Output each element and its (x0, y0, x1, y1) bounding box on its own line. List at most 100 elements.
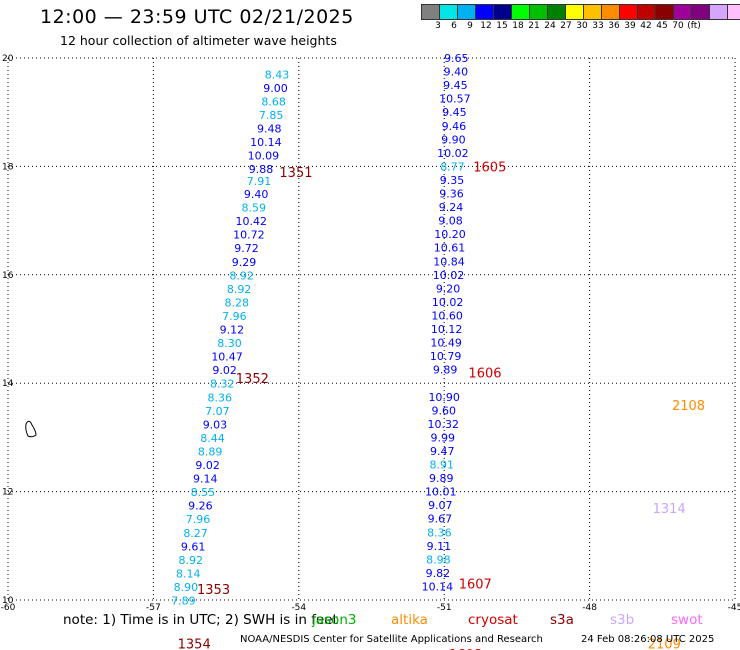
y-tick-label: 16 (2, 271, 14, 281)
wave-height-value: 9.14 (193, 473, 218, 486)
wave-height-value: 9.36 (439, 188, 464, 201)
wave-height-value: 9.89 (433, 364, 458, 377)
wave-height-value: 7.85 (259, 109, 284, 122)
wave-height-value: 9.29 (232, 256, 257, 269)
wave-height-value: 8.36 (427, 526, 452, 539)
wave-height-value: 9.89 (429, 472, 454, 485)
colorbar-label: 27 (560, 21, 572, 31)
colorbar-label: 70 (672, 21, 684, 31)
y-tick-label: 14 (2, 379, 14, 389)
y-tick-label: 12 (2, 488, 13, 498)
x-tick-label: -54 (291, 603, 306, 613)
page-title: 12:00 — 23:59 UTC 02/21/2025 (40, 6, 354, 28)
wave-height-value: 9.40 (444, 66, 469, 79)
wave-height-value: 10.02 (433, 269, 465, 282)
wave-height-value: 10.61 (434, 242, 466, 255)
colorbar-label: 36 (608, 21, 620, 31)
footer-note: note: 1) Time is in UTC; 2) SWH is in fe… (63, 612, 338, 628)
colorbar-label: 12 (480, 21, 492, 31)
wave-height-value: 9.65 (444, 52, 469, 65)
wave-height-value: 9.82 (426, 567, 451, 580)
wave-height-value: 9.99 (430, 431, 455, 444)
colorbar-label: 42 (640, 21, 652, 31)
wave-height-value: 10.32 (427, 418, 459, 431)
wave-height-value: 10.01 (425, 486, 457, 499)
wave-height-value: 10.14 (422, 580, 454, 593)
wave-height-value: 8.98 (426, 553, 451, 566)
wave-height-value: 9.24 (439, 201, 464, 214)
colorbar-label: (ft) (687, 21, 701, 31)
pass-number-label: 1608 (449, 648, 482, 650)
wave-height-value: 8.36 (208, 391, 233, 404)
colorbar-label: 18 (512, 21, 524, 31)
wave-height-value: 10.90 (428, 391, 460, 404)
wave-height-value: 9.08 (438, 215, 463, 228)
wave-height-value: 9.46 (442, 120, 467, 133)
wave-height-value: 9.60 (431, 404, 456, 417)
wave-height-value: 9.72 (234, 242, 259, 255)
y-tick-label: 18 (2, 162, 14, 172)
wave-height-value: 9.03 (203, 418, 228, 431)
pass-number-label: 1352 (236, 372, 269, 387)
colorbar-label: 6 (451, 21, 457, 31)
pass-number-label: 1605 (473, 160, 506, 175)
pass-number-label: 1314 (653, 502, 686, 517)
wave-height-value: 9.40 (244, 188, 269, 201)
wave-height-colorbar (421, 4, 740, 20)
wave-height-value: 9.48 (257, 122, 282, 135)
wave-height-value: 8.90 (174, 581, 199, 594)
wave-height-value: 8.44 (200, 432, 225, 445)
wave-height-value: 7.89 (171, 595, 196, 608)
wave-height-value: 9.88 (249, 163, 274, 176)
pass-number-label: 1354 (178, 637, 211, 650)
colorbar-label: 3 (435, 21, 441, 31)
wave-height-value: 8.91 (430, 459, 455, 472)
wave-height-value: 9.11 (427, 540, 452, 553)
page-subtitle: 12 hour collection of altimeter wave hei… (60, 33, 337, 48)
sat-legend-altika: altika (391, 612, 428, 628)
wave-height-value: 8.14 (176, 567, 201, 580)
wave-height-value: 9.07 (428, 499, 453, 512)
wave-height-value: 10.12 (431, 323, 463, 336)
sat-legend-s3b: s3b (610, 612, 635, 628)
wave-height-value: 9.12 (220, 324, 245, 337)
island-outline (25, 420, 37, 438)
wave-height-value: 7.91 (247, 175, 272, 188)
wave-height-value: 9.61 (181, 540, 206, 553)
wave-height-value: 10.57 (439, 93, 471, 106)
wave-height-value: 8.43 (265, 68, 290, 81)
colorbar-label: 21 (528, 21, 540, 31)
wave-height-value: 10.60 (431, 309, 463, 322)
colorbar-label: 24 (544, 21, 556, 31)
wave-height-value: 8.77 (440, 160, 465, 173)
sat-legend-swot: swot (671, 612, 703, 628)
wave-height-value: 9.35 (440, 174, 465, 187)
colorbar-label: 9 (467, 21, 473, 31)
wave-height-value: 9.26 (188, 500, 213, 513)
x-tick-label: -45 (728, 603, 740, 613)
wave-height-value: 7.96 (222, 310, 247, 323)
wave-height-value: 9.02 (195, 459, 220, 472)
sat-legend-cryosat: cryosat (468, 612, 518, 628)
wave-height-value: 8.92 (178, 554, 203, 567)
wave-height-value: 8.89 (198, 445, 223, 458)
wave-height-value: 9.45 (442, 106, 467, 119)
wave-height-value: 8.68 (261, 95, 286, 108)
wave-height-value: 10.49 (430, 337, 462, 350)
x-tick-label: -48 (582, 603, 597, 613)
pass-number-label: 1353 (197, 583, 230, 598)
wave-height-value: 8.59 (241, 202, 266, 215)
wave-height-value: 9.67 (428, 513, 453, 526)
wave-height-value: 10.02 (437, 147, 469, 160)
wave-height-value: 10.42 (236, 215, 268, 228)
wave-height-value: 8.32 (210, 378, 235, 391)
colorbar-label: 15 (496, 21, 508, 31)
pass-number-label: 2108 (672, 399, 705, 414)
colorbar-label: 39 (624, 21, 636, 31)
pass-number-label: 1606 (468, 366, 501, 381)
y-tick-label: 10 (2, 596, 14, 606)
wave-height-value: 9.90 (441, 133, 466, 146)
wave-height-value: 9.47 (430, 445, 455, 458)
wave-height-value: 10.79 (430, 350, 462, 363)
